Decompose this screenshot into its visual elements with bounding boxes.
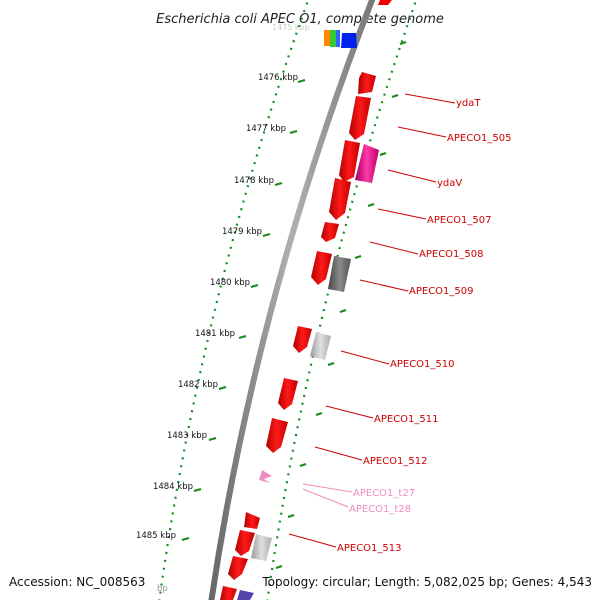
- gene-label: APECO1_509: [409, 286, 474, 297]
- tick-mark: [250, 283, 259, 289]
- gene-feature: [293, 326, 312, 353]
- gene-feature: [310, 332, 331, 360]
- gene-label: APECO1_512: [363, 456, 428, 467]
- tick-mark: [262, 232, 271, 238]
- tick-label: 1481 kbp: [195, 329, 235, 339]
- gene-feature: [278, 378, 298, 410]
- gene-feature: [336, 30, 340, 47]
- gene-label: APECO1_513: [337, 543, 402, 554]
- gene-label: APECO1_t27: [353, 488, 415, 499]
- tick-mark: [193, 487, 202, 493]
- genome-backbone: [208, 0, 376, 600]
- gene-feature: [330, 30, 336, 47]
- gene-feature: [251, 534, 272, 561]
- gene-feature: [378, 0, 392, 5]
- gene-feature: [358, 72, 376, 94]
- gene-feature: [341, 33, 357, 48]
- tick-labels: 1476 kbp 1477 kbp 1478 kbp 1479 kbp 1480…: [136, 73, 298, 541]
- faded-tick-label: bp: [157, 584, 168, 594]
- gene-label: APECO1_508: [419, 249, 484, 260]
- gene-label: APECO1_510: [390, 359, 455, 370]
- gene-label: ydaT: [456, 98, 481, 109]
- gene-feature: [311, 251, 332, 285]
- gene-label: APECO1_t28: [349, 504, 411, 515]
- gene-feature: [349, 96, 371, 140]
- trna-feature: [259, 470, 272, 483]
- gene-feature: [329, 178, 351, 220]
- tick-label: 1478 kbp: [234, 176, 274, 186]
- outer-tick-marks: [275, 40, 407, 570]
- gene-feature: [266, 418, 288, 453]
- gene-label: ydaV: [437, 178, 462, 189]
- tick-mark: [218, 385, 227, 391]
- gene-feature: [321, 222, 339, 242]
- tick-label: 1477 kbp: [246, 124, 286, 134]
- tick-label: 1483 kbp: [167, 431, 207, 441]
- tick-mark: [208, 436, 217, 442]
- tick-label: 1482 kbp: [178, 380, 218, 390]
- tick-mark: [274, 181, 283, 187]
- gene-feature: [220, 586, 237, 600]
- tick-mark: [297, 78, 306, 84]
- inner-dotted-ring: [158, 0, 310, 600]
- tick-mark: [289, 129, 298, 135]
- map-title: Escherichia coli APEC O1, complete genom…: [156, 12, 444, 27]
- gene-feature: [328, 256, 351, 292]
- gene-labels: ydaT APECO1_505 ydaV APECO1_507 APECO1_5…: [337, 98, 512, 554]
- gene-label: APECO1_505: [447, 133, 512, 144]
- tick-label: 1480 kbp: [210, 278, 250, 288]
- gene-feature: [228, 556, 248, 580]
- tick-label: 1485 kbp: [136, 531, 176, 541]
- tick-label: 1484 kbp: [153, 482, 193, 492]
- gene-feature: [339, 140, 360, 182]
- top-gene-cluster: [324, 0, 392, 48]
- accession-text: Accession: NC_008563: [9, 575, 145, 589]
- tick-label: 1479 kbp: [222, 227, 262, 237]
- label-leader-lines: [288, 93, 456, 548]
- tick-label: 1476 kbp: [258, 73, 298, 83]
- faded-tick-label: 1475 kbp: [272, 23, 310, 32]
- gene-feature: [324, 30, 330, 46]
- gene-feature: [237, 590, 254, 600]
- tick-mark: [238, 334, 247, 340]
- gene-feature: [355, 144, 379, 183]
- genome-summary-text: Topology: circular; Length: 5,082,025 bp…: [261, 575, 592, 589]
- tick-marks: [181, 78, 306, 542]
- tick-mark: [181, 536, 190, 542]
- gene-feature: [244, 512, 260, 529]
- gene-features: [220, 72, 379, 600]
- gene-label: APECO1_507: [427, 215, 492, 226]
- gene-feature: [235, 530, 255, 556]
- gene-label: APECO1_511: [374, 414, 439, 425]
